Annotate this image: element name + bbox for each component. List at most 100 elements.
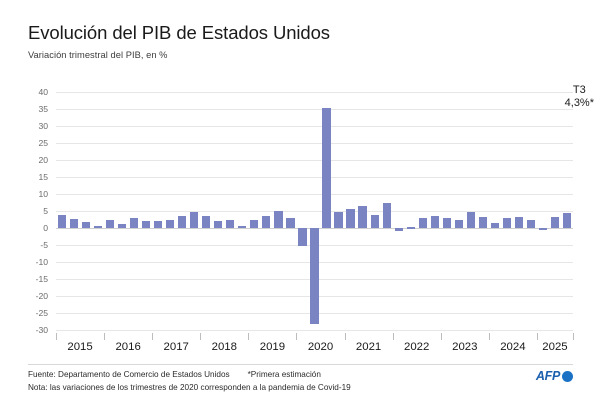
footer-note: Nota: las variaciones de los trimestres … (28, 382, 351, 392)
bar (202, 216, 211, 228)
bar (262, 215, 271, 228)
bar (478, 216, 487, 228)
gridline (56, 194, 573, 195)
page-title: Evolución del PIB de Estados Unidos (28, 22, 330, 43)
bar (454, 219, 463, 228)
afp-circle-icon (562, 370, 573, 382)
bar (370, 215, 379, 228)
bar (322, 108, 331, 228)
annotation-quarter: T3 (572, 84, 586, 96)
y-axis: 40 35 30 25 20 15 10 5 0 -5 -10 -15 -20 -25 -30 (14, 88, 48, 334)
bar (166, 219, 175, 228)
bar (562, 213, 572, 228)
y-axis-tick-label: 40 (38, 87, 48, 97)
bar (190, 212, 199, 228)
x-axis-tick (296, 333, 298, 340)
x-axis-label: 2020 (307, 341, 334, 353)
bar (106, 220, 115, 228)
afp-logo-text: AFP (535, 369, 560, 383)
y-axis-tick-label: -25 (35, 308, 48, 318)
x-axis-tick (536, 333, 538, 340)
bar (430, 215, 439, 228)
bar (466, 212, 475, 228)
bar (538, 228, 548, 230)
x-axis-label: 2018 (211, 341, 237, 353)
bar (69, 219, 79, 228)
y-axis-tick-label: 10 (38, 189, 48, 199)
bar (154, 221, 163, 228)
x-axis-label: 2024 (500, 341, 526, 353)
y-axis-tick-label: 5 (43, 206, 48, 216)
afp-logo: AFP (536, 369, 573, 383)
footer-source: Fuente: Departamento de Comercio de Esta… (28, 370, 230, 379)
gridline (56, 330, 573, 331)
y-axis-tick-label: 15 (38, 172, 48, 182)
bar (298, 228, 307, 247)
annotation-value: 4,3%* (564, 96, 594, 109)
bar (226, 219, 235, 228)
bar (334, 212, 343, 228)
bar (310, 228, 319, 324)
bar (238, 225, 247, 228)
x-axis-label: 2022 (404, 341, 430, 353)
bar (81, 222, 91, 228)
y-axis-tick-label: -15 (35, 274, 48, 284)
chart-header: Evolución del PIB de Estados Unidos Vari… (28, 22, 573, 60)
bar (526, 219, 535, 228)
gridline (56, 177, 573, 178)
bar (550, 216, 560, 228)
bar (178, 216, 187, 228)
bar (502, 217, 511, 228)
plot-area (56, 92, 573, 331)
x-axis-tick (248, 333, 250, 340)
x-axis-tick (200, 333, 202, 340)
chart-subtitle: Variación trimestral del PIB, en % (28, 50, 168, 60)
footer-source-line: Fuente: Departamento de Comercio de Esta… (28, 369, 488, 382)
bar (358, 206, 367, 228)
last-value-annotation: T3 4,3%* (565, 84, 594, 109)
bar (274, 211, 283, 228)
x-axis: 2015 2016 2017 2018 2019 2020 2021 2022 2023 2024… (56, 331, 574, 359)
x-axis-label: 2025 (542, 341, 568, 353)
bar (142, 220, 151, 228)
gridline (56, 143, 573, 144)
bar (214, 220, 223, 228)
bar (57, 215, 67, 228)
bar (118, 223, 127, 228)
gridline (56, 160, 573, 161)
y-axis-tick-label: -10 (35, 257, 48, 267)
gridline (56, 126, 573, 127)
gridline (56, 109, 573, 110)
y-axis-tick-label: 30 (38, 121, 48, 131)
bar (418, 218, 427, 228)
x-axis-label: 2019 (259, 341, 286, 353)
y-axis-tick-label: 20 (38, 155, 48, 165)
y-axis-tick-label: 35 (38, 104, 48, 114)
y-axis-tick-label: 0 (43, 223, 48, 233)
bar (286, 218, 295, 228)
y-axis-tick-label: -30 (35, 325, 48, 335)
bar (442, 217, 451, 228)
x-axis-tick (56, 333, 57, 340)
x-axis-label: 2016 (115, 341, 141, 353)
y-axis-tick-label: -5 (40, 240, 48, 250)
footer: Fuente: Departamento de Comercio de Esta… (28, 369, 488, 394)
x-axis-tick (344, 333, 346, 340)
bar (406, 227, 415, 229)
bar (93, 225, 103, 228)
footer-divider (28, 364, 573, 365)
x-axis-tick (573, 333, 574, 340)
bar (346, 208, 355, 228)
x-axis-tick (440, 333, 442, 340)
bar (490, 222, 499, 228)
x-axis-tick (392, 333, 394, 340)
x-axis-label: 2017 (163, 341, 189, 353)
gridline (56, 211, 573, 212)
x-axis-tick (104, 333, 106, 340)
y-axis-tick-label: 25 (38, 138, 48, 148)
bar (250, 219, 259, 228)
x-axis-label: 2015 (67, 341, 93, 353)
x-axis-label: 2023 (452, 341, 478, 353)
bar (394, 228, 403, 232)
